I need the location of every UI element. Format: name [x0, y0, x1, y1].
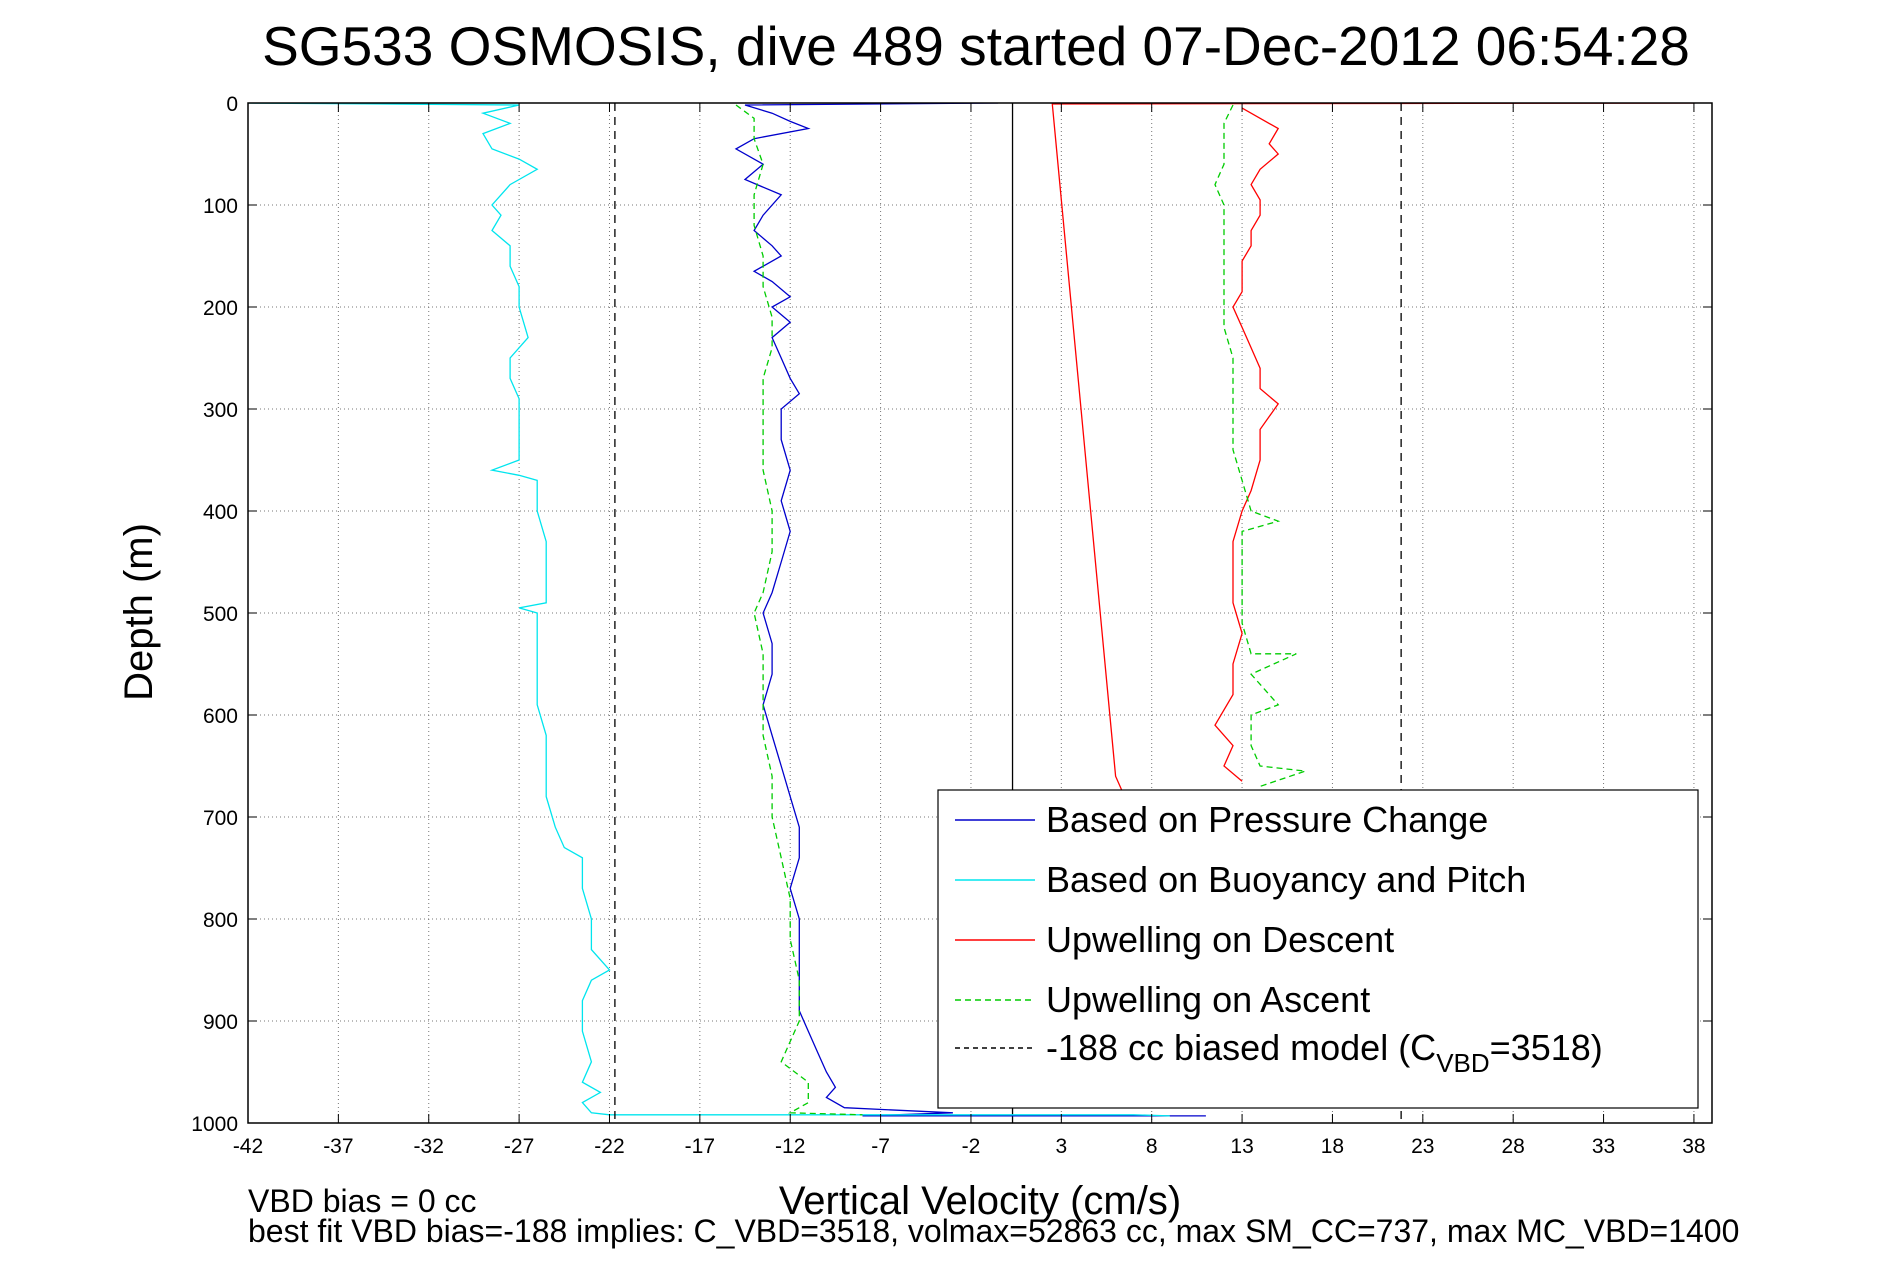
legend-box [937, 789, 1699, 1109]
series-buoyancy-pitch-line [248, 103, 1170, 1117]
y-tick-label: 0 [226, 93, 238, 116]
x-tick-label: 38 [1682, 1135, 1705, 1158]
x-tick-label: -7 [871, 1135, 890, 1158]
legend: Based on Pressure Change Based on Buoyanc… [937, 789, 1699, 1109]
footer-best-fit: best fit VBD bias=-188 implies: C_VBD=35… [248, 1213, 1739, 1249]
x-tick-label: 23 [1411, 1135, 1434, 1158]
x-axis-label: Vertical Velocity (cm/s) [779, 1179, 1181, 1223]
legend-label-upwelling-ascent: Upwelling on Ascent [1046, 979, 1370, 1020]
x-tick-label: 28 [1502, 1135, 1525, 1158]
footer-bias: VBD bias = 0 cc [248, 1183, 477, 1219]
legend-label-upwelling-descent: Upwelling on Descent [1046, 919, 1394, 960]
y-tick-label: 500 [203, 603, 238, 626]
y-ticks: 0 100 200 300 400 500 600 700 800 900 1000 [191, 93, 1712, 1136]
y-axis-label: Depth (m) [117, 523, 161, 701]
x-tick-label: -22 [594, 1135, 624, 1158]
series-pressure-change-line [734, 103, 1206, 1117]
x-tick-label: -12 [775, 1135, 805, 1158]
x-tick-label: -37 [323, 1135, 353, 1158]
legend-label-buoyancy-pitch: Based on Buoyancy and Pitch [1046, 859, 1526, 900]
y-tick-label: 300 [203, 399, 238, 422]
series-upwelling-descent-line-right [1214, 107, 1280, 782]
x-tick-label: -32 [414, 1135, 444, 1158]
x-tick-label: 3 [1055, 1135, 1067, 1158]
series-upwelling-descent-line [1051, 103, 1694, 797]
series-upwelling-ascent-line-right [1214, 104, 1306, 788]
y-tick-label: 800 [203, 909, 238, 932]
series-upwelling-ascent-line [735, 104, 863, 1116]
y-tick-label: 600 [203, 705, 238, 728]
x-tick-label: -27 [504, 1135, 534, 1158]
x-tick-label: 13 [1230, 1135, 1253, 1158]
x-tick-label: 18 [1321, 1135, 1344, 1158]
x-tick-label: -17 [685, 1135, 715, 1158]
x-tick-label: 8 [1146, 1135, 1158, 1158]
x-tick-label: -42 [233, 1135, 263, 1158]
x-tick-label: -2 [962, 1135, 981, 1158]
y-tick-label: 200 [203, 297, 238, 320]
chart-title: SG533 OSMOSIS, dive 489 started 07-Dec-2… [262, 15, 1690, 77]
y-tick-label: 900 [203, 1011, 238, 1034]
legend-label-pressure-change: Based on Pressure Change [1046, 799, 1488, 840]
y-tick-label: 1000 [191, 1113, 238, 1136]
y-tick-label: 700 [203, 807, 238, 830]
x-ticks: -42 -37 -32 -27 -22 -17 -12 -7 -2 3 8 13 18 23 28 33 38 [233, 103, 1706, 1158]
y-tick-label: 100 [203, 195, 238, 218]
x-tick-label: 33 [1592, 1135, 1615, 1158]
y-tick-label: 400 [203, 501, 238, 524]
